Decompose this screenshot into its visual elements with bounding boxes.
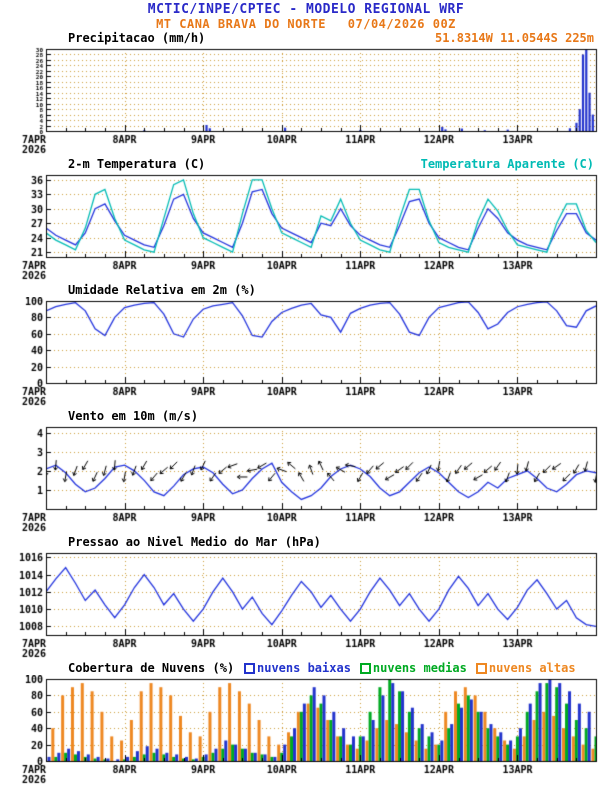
cloud-legend: nuvens baixas nuvens medias nuvens altas	[244, 661, 576, 675]
panel-vento: Vento em 10m (m/s)	[0, 409, 612, 535]
legend-label-nuvens-altas: nuvens altas	[488, 661, 576, 675]
panel-title-vento: Vento em 10m (m/s)	[68, 409, 199, 423]
station-name: MT CANA BRAVA DO NORTE	[156, 17, 327, 31]
panel-title-umidade: Umidade Relativa em 2m (%)	[68, 283, 256, 297]
station-coordinates: 51.8314W 11.0544S 225m	[435, 31, 594, 45]
nuvens-baixas-swatch-icon	[244, 662, 255, 674]
panel-nuvens: Cobertura de Nuvens (%) nuvens baixas nu…	[0, 661, 612, 787]
pressure-chart	[0, 549, 612, 661]
panel-title-pressao: Pressao ao Nivel Medio do Mar (hPa)	[68, 535, 321, 549]
temperature-chart	[0, 171, 612, 283]
legend-item-nuvens-medias: nuvens medias	[359, 661, 467, 675]
legend-item-nuvens-baixas: nuvens baixas	[244, 661, 351, 675]
legend-item-nuvens-altas: nuvens altas	[475, 661, 576, 675]
apparent-temperature-label: Temperatura Aparente (C)	[420, 157, 594, 171]
legend-label-nuvens-baixas: nuvens baixas	[257, 661, 351, 675]
panel-title-precipitacao: Precipitacao (mm/h)	[68, 31, 206, 45]
legend-label-nuvens-medias: nuvens medias	[372, 661, 467, 675]
nuvens-medias-swatch-icon	[359, 662, 371, 674]
panel-pressao: Pressao ao Nivel Medio do Mar (hPa)	[0, 535, 612, 661]
precipitation-chart	[0, 45, 612, 157]
panel-temperatura: 2-m Temperatura (C) Temperatura Aparente…	[0, 157, 612, 283]
wind-chart	[0, 423, 612, 535]
panel-precipitacao: Precipitacao (mm/h) 51.8314W 11.0544S 22…	[0, 31, 612, 157]
station-title: MT CANA BRAVA DO NORTE 07/04/2026 00Z	[0, 17, 612, 31]
panel-title-nuvens: Cobertura de Nuvens (%)	[68, 661, 235, 675]
humidity-chart	[0, 297, 612, 409]
panel-umidade: Umidade Relativa em 2m (%)	[0, 283, 612, 409]
nuvens-altas-swatch-icon	[475, 662, 487, 674]
panel-title-temperatura: 2-m Temperatura (C)	[68, 157, 206, 171]
model-title: MCTIC/INPE/CPTEC - MODELO REGIONAL WRF	[147, 2, 465, 17]
run-datetime: 07/04/2026 00Z	[347, 17, 456, 31]
cloud-cover-chart	[0, 675, 612, 787]
